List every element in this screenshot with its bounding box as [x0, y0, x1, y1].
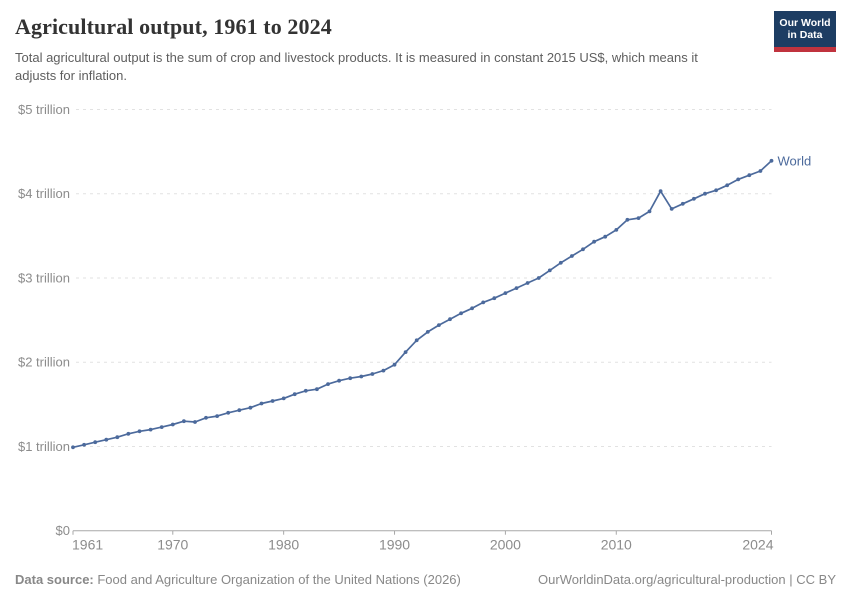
license-link[interactable]: CC BY	[796, 572, 836, 587]
data-point-marker[interactable]	[425, 330, 430, 334]
x-axis-tick-label: 1980	[268, 537, 299, 553]
data-point-marker[interactable]	[547, 268, 552, 273]
data-point-marker[interactable]	[215, 414, 220, 418]
x-axis-tick-label: 1990	[379, 537, 410, 553]
data-point-marker[interactable]	[692, 196, 696, 201]
data-point-marker[interactable]	[170, 422, 175, 427]
y-axis-tick-label: $2 trillion	[18, 355, 70, 370]
x-axis-tick-label: 2010	[601, 537, 632, 553]
chart-footer: Data source: Food and Agriculture Organi…	[15, 572, 836, 587]
owid-logo[interactable]: Our World in Data	[774, 11, 836, 52]
data-point-marker[interactable]	[348, 376, 353, 381]
data-point-marker[interactable]	[204, 415, 208, 420]
data-point-marker[interactable]	[581, 247, 585, 252]
data-point-marker[interactable]	[248, 405, 253, 410]
attribution-separator: |	[785, 572, 797, 587]
data-point-marker[interactable]	[82, 442, 86, 447]
data-point-marker[interactable]	[481, 300, 486, 305]
data-point-marker[interactable]	[536, 276, 541, 280]
data-point-marker[interactable]	[470, 306, 474, 311]
data-point-marker[interactable]	[182, 419, 186, 424]
y-axis-tick-label: $0	[56, 523, 70, 538]
line-series-world[interactable]	[72, 159, 773, 449]
series-end-label-world[interactable]: World	[778, 153, 812, 168]
attribution: OurWorldinData.org/agricultural-producti…	[538, 572, 836, 587]
data-source-label: Data source:	[15, 572, 94, 587]
data-point-marker[interactable]	[381, 368, 386, 373]
owid-logo-line2: in Data	[787, 29, 823, 41]
data-point-marker[interactable]	[625, 217, 630, 222]
data-point-marker[interactable]	[281, 396, 286, 401]
data-point-marker[interactable]	[226, 410, 231, 415]
x-axis-tick-label: 2000	[490, 537, 521, 553]
data-point-marker[interactable]	[448, 317, 452, 322]
data-point-marker[interactable]	[159, 425, 164, 429]
data-point-marker[interactable]	[658, 189, 663, 194]
data-point-marker[interactable]	[714, 188, 718, 193]
data-point-marker[interactable]	[570, 254, 574, 258]
x-axis-tick-label: 2024	[742, 537, 773, 553]
data-point-marker[interactable]	[769, 158, 774, 163]
data-point-marker[interactable]	[292, 392, 297, 397]
page-subtitle: Total agricultural output is the sum of …	[15, 50, 698, 83]
data-point-marker[interactable]	[680, 201, 685, 206]
data-point-marker[interactable]	[614, 228, 619, 232]
data-point-marker[interactable]	[303, 388, 308, 393]
data-point-marker[interactable]	[414, 338, 419, 343]
data-point-marker[interactable]	[636, 216, 641, 221]
page-title: Agricultural output, 1961 to 2024	[15, 14, 332, 39]
data-point-marker[interactable]	[392, 362, 397, 367]
data-point-marker[interactable]	[315, 387, 319, 392]
y-axis-tick-label: $1 trillion	[18, 439, 70, 454]
data-source-note: Data source: Food and Agriculture Organi…	[15, 572, 461, 587]
y-axis-tick-label: $3 trillion	[18, 270, 70, 285]
y-axis-tick-label: $5 trillion	[18, 102, 70, 117]
data-point-marker[interactable]	[503, 291, 508, 295]
data-point-marker[interactable]	[758, 169, 763, 173]
data-point-marker[interactable]	[437, 323, 441, 327]
data-point-marker[interactable]	[104, 437, 109, 442]
data-point-marker[interactable]	[237, 408, 242, 413]
data-point-marker[interactable]	[137, 429, 142, 434]
data-point-marker[interactable]	[558, 260, 563, 265]
data-point-marker[interactable]	[514, 286, 519, 290]
owid-logo-line1: Our World	[779, 16, 831, 29]
data-point-marker[interactable]	[525, 281, 530, 285]
data-point-marker[interactable]	[370, 372, 375, 376]
data-point-marker[interactable]	[492, 296, 497, 301]
data-point-marker[interactable]	[592, 239, 596, 244]
data-point-marker[interactable]	[193, 420, 197, 424]
data-point-marker[interactable]	[603, 234, 608, 239]
chart-header: Agricultural output, 1961 to 2024 Total …	[15, 14, 835, 85]
data-source-text: Food and Agriculture Organization of the…	[93, 572, 461, 587]
data-point-marker[interactable]	[669, 207, 674, 211]
y-axis-tick-label: $4 trillion	[18, 186, 70, 201]
data-point-marker[interactable]	[71, 445, 75, 450]
data-point-marker[interactable]	[647, 209, 652, 214]
x-axis-tick-label: 1961	[72, 537, 103, 553]
data-point-marker[interactable]	[403, 350, 408, 354]
data-point-marker[interactable]	[115, 435, 120, 440]
data-point-marker[interactable]	[459, 311, 463, 316]
data-point-marker[interactable]	[747, 173, 752, 178]
data-point-marker[interactable]	[93, 440, 98, 445]
data-point-marker[interactable]	[259, 401, 264, 406]
data-point-marker[interactable]	[359, 374, 364, 379]
x-axis-tick-label: 1970	[157, 537, 188, 553]
data-point-marker[interactable]	[270, 399, 275, 403]
data-point-marker[interactable]	[126, 431, 131, 436]
owid-url-link[interactable]: OurWorldinData.org/agricultural-producti…	[538, 572, 786, 587]
data-point-marker[interactable]	[703, 191, 707, 196]
data-point-marker[interactable]	[725, 183, 730, 188]
data-point-marker[interactable]	[148, 427, 153, 432]
data-point-marker[interactable]	[326, 382, 330, 386]
data-point-marker[interactable]	[337, 378, 341, 383]
data-point-marker[interactable]	[736, 177, 741, 182]
